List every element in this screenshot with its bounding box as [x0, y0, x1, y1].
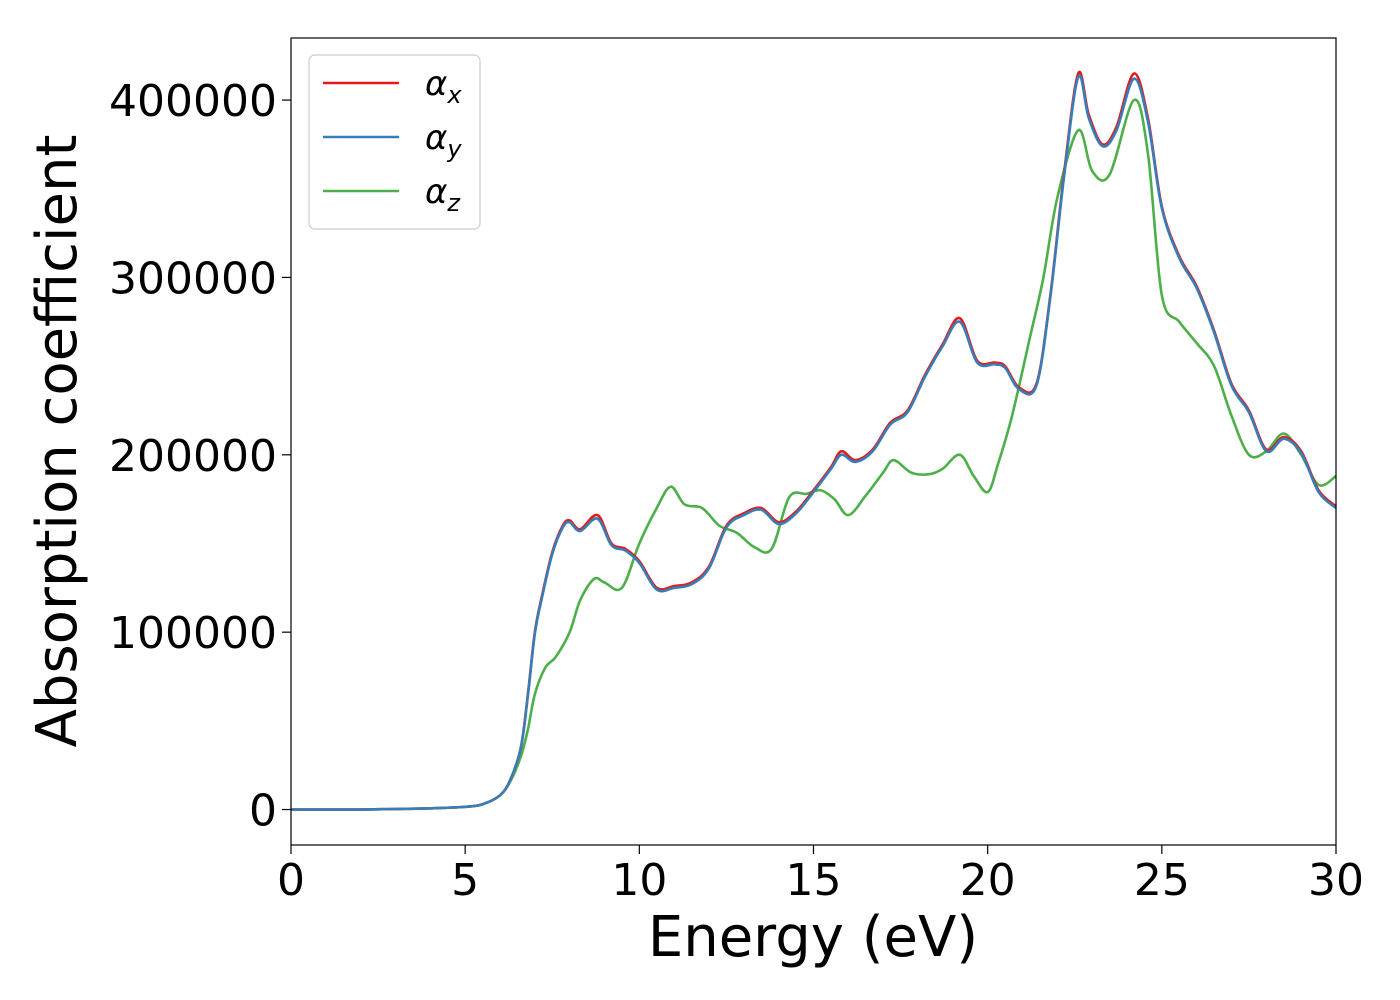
x-tick-label: 10 [611, 855, 667, 906]
x-tick-label: 20 [960, 855, 1016, 906]
x-axis: 0 5 10 15 20 25 30 [277, 845, 1364, 906]
y-tick-label: 0 [249, 786, 277, 837]
y-tick-label: 400000 [109, 76, 277, 127]
series-layer [290, 70, 1337, 811]
legend-label-y: αy [425, 118, 462, 163]
y-axis-label: Absorption coefficient [25, 135, 90, 748]
x-tick-label: 0 [277, 855, 305, 906]
legend-label-z: αz [425, 172, 461, 217]
x-tick-label: 25 [1134, 855, 1190, 906]
legend: αx αy αz [308, 54, 481, 230]
x-tick-label: 15 [786, 855, 842, 906]
legend-label-x: αx [425, 64, 462, 109]
x-axis-label: Energy (eV) [648, 905, 978, 970]
y-axis: 0 100000 200000 300000 400000 [109, 76, 291, 837]
series-line-y [290, 74, 1337, 811]
y-tick-label: 300000 [109, 253, 277, 304]
legend-box [308, 54, 481, 230]
y-tick-label: 200000 [109, 431, 277, 482]
x-tick-label: 30 [1308, 855, 1364, 906]
series-line-z [290, 98, 1337, 811]
x-tick-label: 5 [451, 855, 479, 906]
y-tick-label: 100000 [109, 608, 277, 659]
